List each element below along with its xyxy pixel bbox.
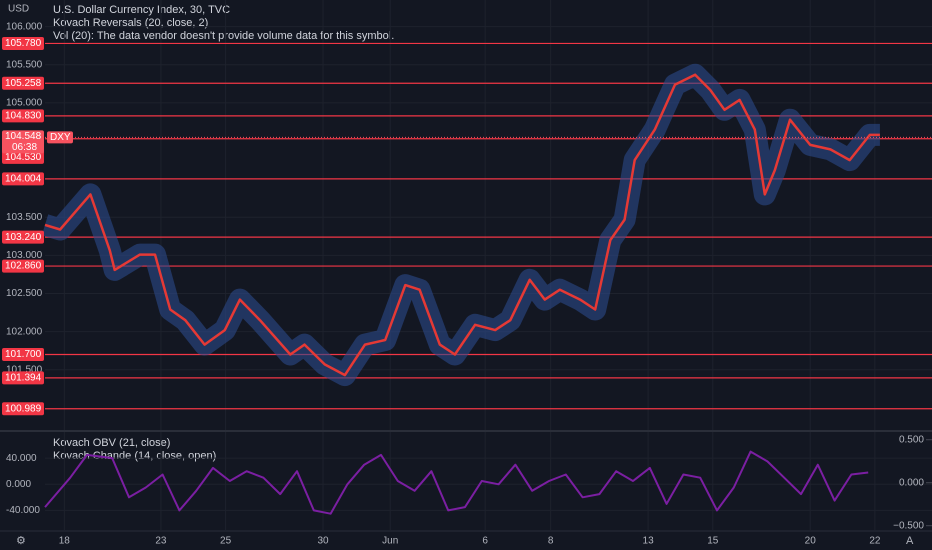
y-tick-label: -40.000 [6,505,40,516]
level-label-box [2,36,44,50]
level-label-box [2,76,44,90]
x-tick-label: 15 [707,536,719,547]
auto-scale-button[interactable]: A [906,535,914,547]
y-tick-label: 103.500 [6,212,43,223]
settings-icon[interactable]: ⚙ [16,535,26,547]
indicator-legend: Kovach OBV (21, close) [53,437,170,449]
level-label: 100.989 [5,403,42,414]
level-label: 104.004 [5,174,42,185]
indicator-legend: Vol (20): The data vendor doesn't provid… [53,30,394,42]
level-label-box [2,150,44,164]
y-tick-label: 101.500 [6,364,43,375]
x-tick-label: 30 [317,536,329,547]
level-label: 105.780 [5,38,42,49]
y-tick-label: 105.500 [6,59,43,70]
y-tick-label: 105.000 [6,98,43,109]
y-tick-label: 0.000 [6,479,31,490]
indicator-legend: Kovach Chande (14, close, open) [53,450,216,462]
x-tick-label: 22 [869,536,881,547]
x-tick-label: 25 [220,536,232,547]
level-label-box [2,371,44,385]
indicator-legend: Kovach Reversals (20, close, 2) [53,17,208,29]
x-tick-label: 20 [805,536,817,547]
level-label: 102.860 [5,261,42,272]
level-label-box [2,109,44,123]
y2-tick-label: −0.500 [893,520,924,531]
x-tick-label: 18 [59,536,71,547]
y-tick-label: 106.000 [6,21,43,32]
x-tick-label: 23 [155,536,167,547]
level-label: 101.394 [5,372,42,383]
x-tick-label: 8 [548,536,554,547]
chart-title: U.S. Dollar Currency Index, 30, TVC [53,4,230,16]
level-label-box [2,259,44,273]
x-tick-label: 13 [643,536,655,547]
level-label-box [2,230,44,244]
x-tick-label: Jun [382,536,398,547]
level-label: 104.830 [5,111,42,122]
y-tick-label: 102.000 [6,326,43,337]
level-label: 103.240 [5,232,42,243]
x-tick-label: 6 [482,536,488,547]
y-tick-label: 102.500 [6,288,43,299]
y-tick-label: 40.000 [6,453,37,464]
level-label-box [2,402,44,416]
y-axis-label: USD [8,4,29,15]
y-tick-label: 103.000 [6,250,43,261]
symbol-tag-box [47,131,73,144]
level-label: 104.530 [5,152,42,163]
price-countdown: 06:38 [12,142,37,153]
symbol-tag: DXY [50,132,71,143]
y2-tick-label: 0.000 [899,477,924,488]
level-label-box [2,172,44,186]
price-tag: 104.548 [5,131,42,142]
level-label: 105.258 [5,78,42,89]
price-tag-box [2,130,44,154]
level-label: 101.700 [5,349,42,360]
y2-tick-label: 0.500 [899,434,924,445]
level-label-box [2,348,44,362]
series-line [44,73,880,377]
series-line [44,450,869,515]
